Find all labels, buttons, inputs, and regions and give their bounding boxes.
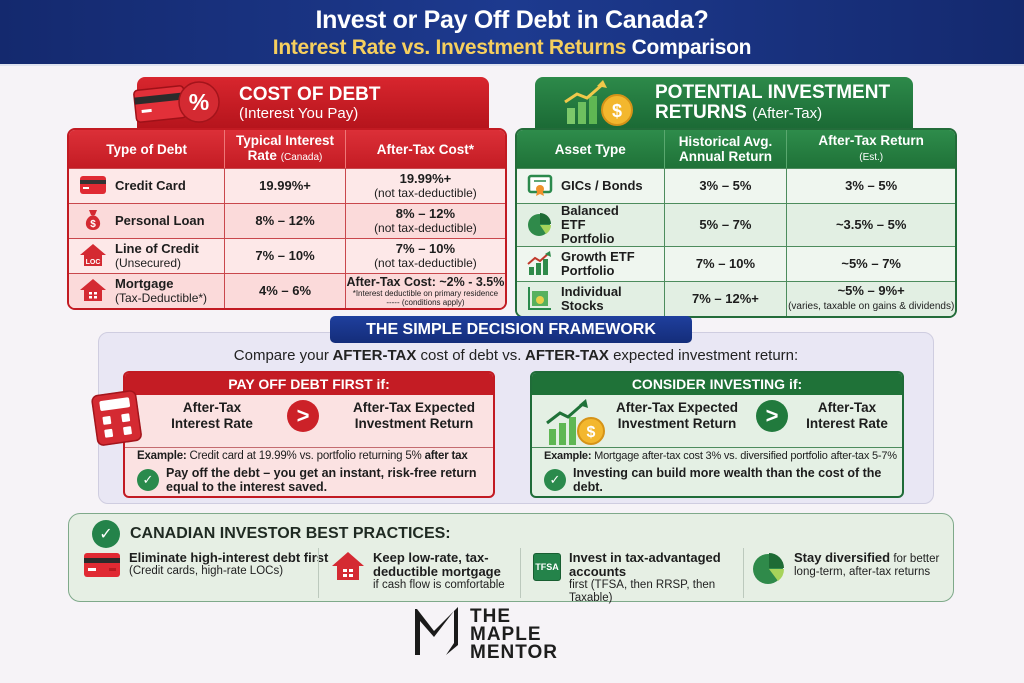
- col-header-rate: Typical Interest Rate (Canada): [225, 130, 346, 168]
- decision-framework-subtitle: Compare your AFTER-TAX cost of debt vs. …: [233, 347, 799, 364]
- best-practice-item: Stay diversified for better long-term, a…: [752, 551, 959, 590]
- investment-table: Asset Type Historical Avg. Annual Return …: [515, 128, 957, 318]
- credit-card-percent-icon: %: [133, 78, 223, 128]
- table-row: Growth ETF Portfolio 7% – 10% ~5% – 7%: [517, 246, 955, 281]
- growth-coin-icon: $: [563, 78, 641, 128]
- money-bag-icon: $: [82, 208, 104, 235]
- col-header-historical: Historical Avg. Annual Return: [664, 130, 788, 168]
- svg-text:$: $: [612, 101, 622, 121]
- checkmark-icon: ✓: [92, 520, 120, 548]
- page-header: Invest or Pay Off Debt in Canada? Intere…: [0, 0, 1024, 66]
- credit-card-icon: [83, 551, 121, 584]
- growth-coin-icon: $: [546, 399, 608, 452]
- invest-example: Example: Mortgage after-tax cost 3% vs. …: [544, 450, 897, 462]
- m-logo-icon: [414, 607, 458, 662]
- investment-table-header: Asset Type Historical Avg. Annual Return …: [517, 130, 955, 168]
- table-row: Balanced ETF Portfolio 5% – 7% ~3.5% – 5…: [517, 203, 955, 246]
- table-row: GICs / Bonds 3% – 5% 3% – 5%: [517, 168, 955, 203]
- best-practices-title: CANADIAN INVESTOR BEST PRACTICES:: [130, 525, 451, 542]
- debt-table: Type of Debt Typical Interest Rate (Canad…: [67, 128, 507, 310]
- page-title: Invest or Pay Off Debt in Canada?: [315, 6, 709, 34]
- col-header-asset-type: Asset Type: [517, 130, 665, 168]
- stock-icon: [527, 285, 553, 314]
- pie-chart-icon: [527, 211, 553, 240]
- table-row: Individual Stocks 7% – 12%+ ~5% – 9%+ (va…: [517, 281, 955, 316]
- calculator-icon: [90, 389, 143, 452]
- table-row: Credit Card 19.99%+ 19.99%+ (not tax-dedu…: [69, 168, 505, 203]
- table-row: LOC Line of Credit (Unsecured) 7% – 10% 7…: [69, 238, 505, 273]
- decision-framework-title: THE SIMPLE DECISION FRAMEWORK: [330, 316, 692, 343]
- svg-text:$: $: [90, 219, 96, 230]
- best-practice-item: Keep low-rate, tax-deductible mortgage if…: [331, 551, 523, 592]
- maple-mentor-logo: THE MAPLE MENTOR: [414, 607, 558, 662]
- svg-text:%: %: [189, 89, 209, 115]
- investment-returns-banner: $ POTENTIAL INVESTMENT RETURNS (After-Ta…: [535, 77, 913, 129]
- svg-text:$: $: [587, 424, 596, 441]
- greater-than-icon: >: [287, 400, 319, 432]
- col-header-after-tax: After-Tax Cost*: [345, 130, 505, 168]
- pay-off-debt-heading: PAY OFF DEBT FIRST if:: [125, 373, 493, 395]
- investment-returns-title: POTENTIAL INVESTMENT: [655, 81, 891, 103]
- tfsa-icon: TFSA: [533, 553, 561, 581]
- growth-chart-icon: [527, 250, 553, 279]
- loc-house-icon: LOC: [79, 243, 107, 270]
- svg-text:LOC: LOC: [86, 259, 101, 266]
- greater-than-icon: >: [756, 400, 788, 432]
- checkmark-icon: ✓: [544, 469, 566, 491]
- pay-off-example: Example: Credit card at 19.99% vs. portf…: [137, 450, 468, 462]
- table-row: Mortgage (Tax-Deductible*) 4% – 6% After-…: [69, 273, 505, 308]
- cost-of-debt-subtitle: (Interest You Pay): [239, 104, 359, 122]
- house-icon: [79, 278, 107, 305]
- best-practice-item: Eliminate high-interest debt first (Credi…: [83, 551, 328, 584]
- col-header-type: Type of Debt: [69, 130, 226, 168]
- cost-of-debt-banner: % COST OF DEBT (Interest You Pay): [133, 77, 489, 129]
- pie-chart-icon: [752, 551, 786, 590]
- table-row: $ Personal Loan 8% – 12% 8% – 12% (not ta…: [69, 203, 505, 238]
- page-subtitle: Interest Rate vs. Investment Returns Com…: [272, 36, 752, 59]
- certificate-icon: [527, 173, 553, 200]
- col-header-after-tax-return: After-Tax Return (Est.): [787, 130, 955, 168]
- pay-off-debt-card: PAY OFF DEBT FIRST if: After-Tax Interes…: [123, 371, 495, 498]
- debt-table-header: Type of Debt Typical Interest Rate (Canad…: [69, 130, 505, 168]
- best-practice-item: TFSA Invest in tax-advantaged accounts fi…: [533, 551, 744, 605]
- house-icon: [331, 551, 365, 586]
- checkmark-icon: ✓: [137, 469, 159, 491]
- consider-investing-card: CONSIDER INVESTING if: $ After-Tax Expec…: [530, 371, 904, 498]
- consider-investing-heading: CONSIDER INVESTING if:: [532, 373, 902, 395]
- best-practices-panel: ✓ CANADIAN INVESTOR BEST PRACTICES: Elim…: [68, 513, 954, 605]
- cost-of-debt-title: COST OF DEBT: [239, 83, 381, 105]
- credit-card-icon: [79, 175, 107, 198]
